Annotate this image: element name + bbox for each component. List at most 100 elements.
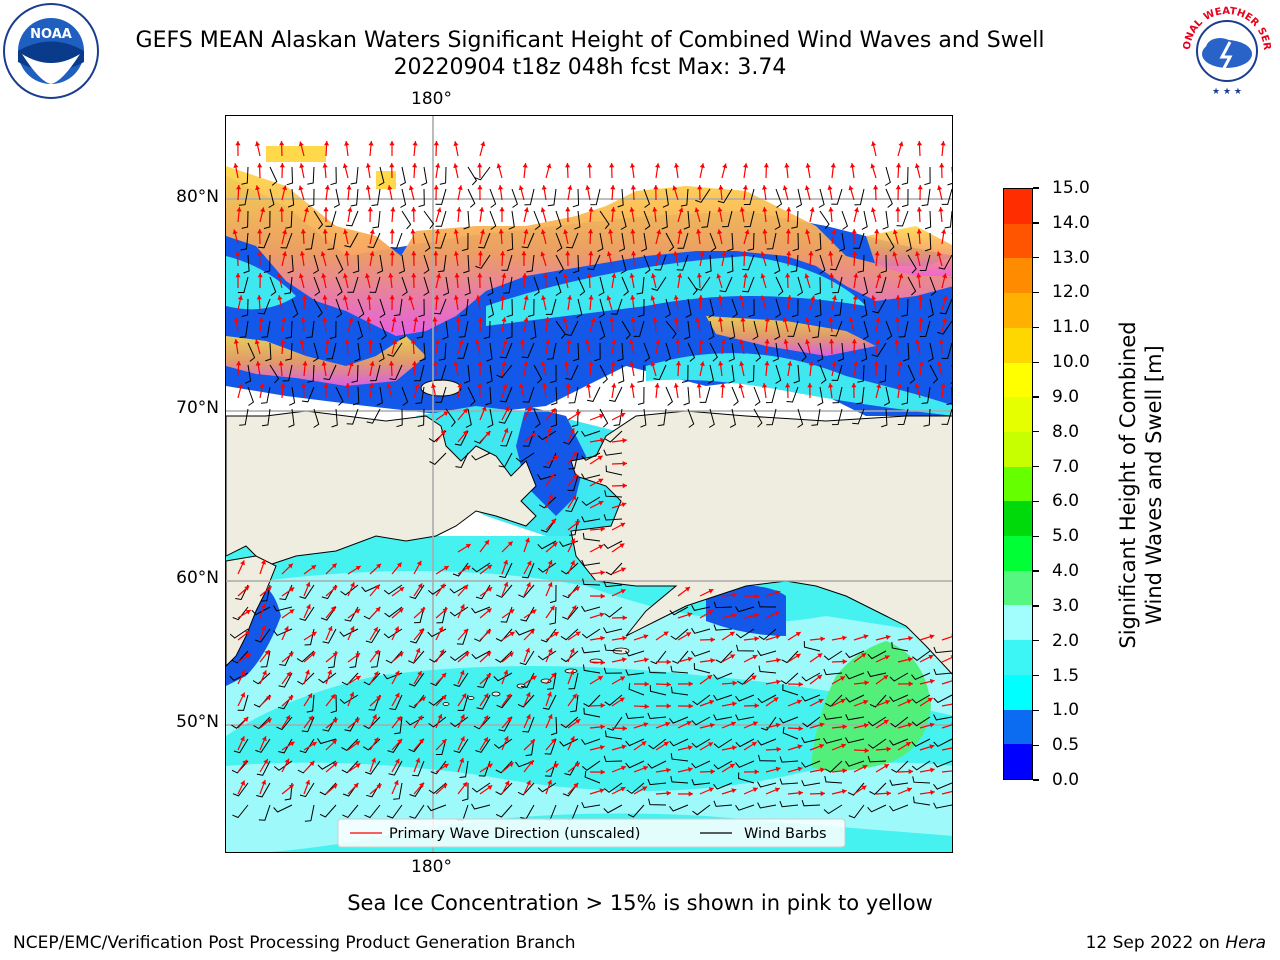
wave-arrow-head bbox=[622, 725, 627, 731]
wave-arrow-head bbox=[454, 273, 460, 278]
wave-arrow-head bbox=[442, 608, 448, 613]
wind-barb bbox=[637, 386, 645, 405]
wave-arrow-head bbox=[673, 383, 679, 388]
wind-barb bbox=[786, 386, 799, 403]
wave-arrow-head bbox=[708, 742, 713, 747]
wave-arrow-head bbox=[656, 229, 662, 235]
wind-barb bbox=[232, 606, 249, 621]
wind-barb bbox=[549, 606, 557, 625]
wind-barb bbox=[797, 276, 803, 296]
wave-arrow-head bbox=[608, 229, 614, 234]
wind-barb bbox=[414, 606, 425, 624]
wave-arrow-head bbox=[503, 670, 509, 675]
wind-barb bbox=[747, 232, 755, 251]
wind-barb bbox=[464, 276, 471, 296]
wind-barb bbox=[830, 320, 843, 337]
wave-arrow-head bbox=[306, 604, 311, 610]
wind-barb bbox=[814, 276, 821, 296]
wind-barb bbox=[357, 298, 365, 318]
wind-barb bbox=[938, 254, 952, 270]
wind-barb bbox=[555, 276, 562, 296]
wind-barb bbox=[456, 628, 469, 645]
wind-barb bbox=[791, 210, 799, 229]
wind-barb bbox=[435, 210, 447, 227]
wave-arrow-head bbox=[600, 724, 605, 730]
wind-barb bbox=[386, 804, 403, 819]
wave-arrow-head bbox=[453, 229, 459, 234]
wave-arrow-head bbox=[443, 763, 449, 769]
wind-barb bbox=[687, 342, 696, 362]
wave-arrow-head bbox=[606, 295, 612, 301]
wind-barb bbox=[691, 650, 711, 657]
wind-barb bbox=[487, 276, 494, 296]
wave-arrow-head bbox=[915, 339, 921, 345]
wind-barb bbox=[919, 254, 931, 271]
wind-barb bbox=[231, 650, 249, 664]
wave-arrow-head bbox=[415, 648, 421, 653]
wave-arrow-head bbox=[551, 672, 556, 678]
wind-barb bbox=[818, 188, 825, 208]
wind-barb bbox=[496, 694, 513, 709]
wave-arrow-head bbox=[432, 317, 438, 322]
wave-arrow-head bbox=[698, 339, 704, 344]
wind-barb bbox=[517, 694, 535, 708]
wave-arrow-head bbox=[396, 716, 402, 722]
wind-barb bbox=[603, 540, 623, 550]
wave-arrow-head bbox=[434, 339, 440, 344]
colorbar-segment bbox=[1004, 744, 1032, 779]
wave-arrow-head bbox=[355, 676, 361, 681]
wind-barb bbox=[326, 342, 337, 360]
wave-arrow-head bbox=[261, 603, 266, 609]
wind-barb bbox=[640, 232, 648, 252]
wind-barb bbox=[880, 254, 887, 274]
wind-barb bbox=[350, 188, 359, 207]
wind-barb bbox=[273, 628, 293, 637]
wind-barb bbox=[735, 694, 755, 702]
colorbar-tick bbox=[1033, 222, 1039, 224]
wave-arrow-head bbox=[261, 559, 266, 565]
map-panel: Primary Wave Direction (unscaled) Wind B… bbox=[225, 115, 953, 853]
colorbar-segment bbox=[1004, 570, 1032, 606]
wave-arrow-head bbox=[905, 742, 911, 747]
wind-barb bbox=[251, 606, 271, 616]
wave-arrow-head bbox=[621, 502, 627, 508]
wind-barb bbox=[378, 166, 385, 186]
wave-arrow-head bbox=[600, 437, 605, 443]
colorbar-tick bbox=[1033, 465, 1039, 468]
wind-barb bbox=[605, 562, 623, 576]
wave-arrow-head bbox=[498, 185, 504, 190]
wave-arrow-head bbox=[863, 699, 868, 705]
wave-arrow-head bbox=[547, 560, 553, 566]
wave-arrow-head bbox=[331, 563, 337, 569]
wave-arrow-head bbox=[685, 587, 690, 592]
wave-arrow-head bbox=[545, 339, 551, 344]
wind-barb bbox=[247, 342, 256, 362]
wave-arrow-head bbox=[541, 185, 547, 190]
wind-barb bbox=[621, 276, 629, 296]
wind-barb bbox=[643, 210, 651, 230]
wave-arrow-head bbox=[611, 383, 617, 388]
wave-arrow-head bbox=[854, 207, 859, 213]
wind-barb bbox=[628, 683, 645, 696]
wind-barb bbox=[670, 686, 689, 696]
wave-arrow-head bbox=[441, 695, 447, 700]
wave-arrow-head bbox=[741, 251, 747, 256]
wave-arrow-head bbox=[320, 251, 326, 257]
wave-arrow-head bbox=[441, 673, 447, 678]
wave-arrow-head bbox=[622, 461, 627, 467]
colorbar-tick bbox=[1033, 640, 1039, 642]
wave-arrow-head bbox=[550, 408, 556, 414]
wind-barb bbox=[713, 694, 733, 701]
wind-barb bbox=[819, 254, 826, 274]
wind-barb bbox=[464, 364, 471, 384]
wind-barb bbox=[927, 342, 934, 362]
wave-arrow-head bbox=[609, 317, 615, 322]
wave-direction-arrow bbox=[941, 770, 952, 773]
wave-arrow-head bbox=[344, 339, 350, 344]
wave-arrow-head bbox=[503, 582, 509, 587]
wave-arrow-head bbox=[500, 251, 506, 256]
wave-direction-arrow bbox=[941, 635, 952, 641]
wind-barb bbox=[427, 628, 447, 638]
wave-arrow-head bbox=[740, 317, 746, 322]
wind-barb bbox=[475, 254, 491, 269]
